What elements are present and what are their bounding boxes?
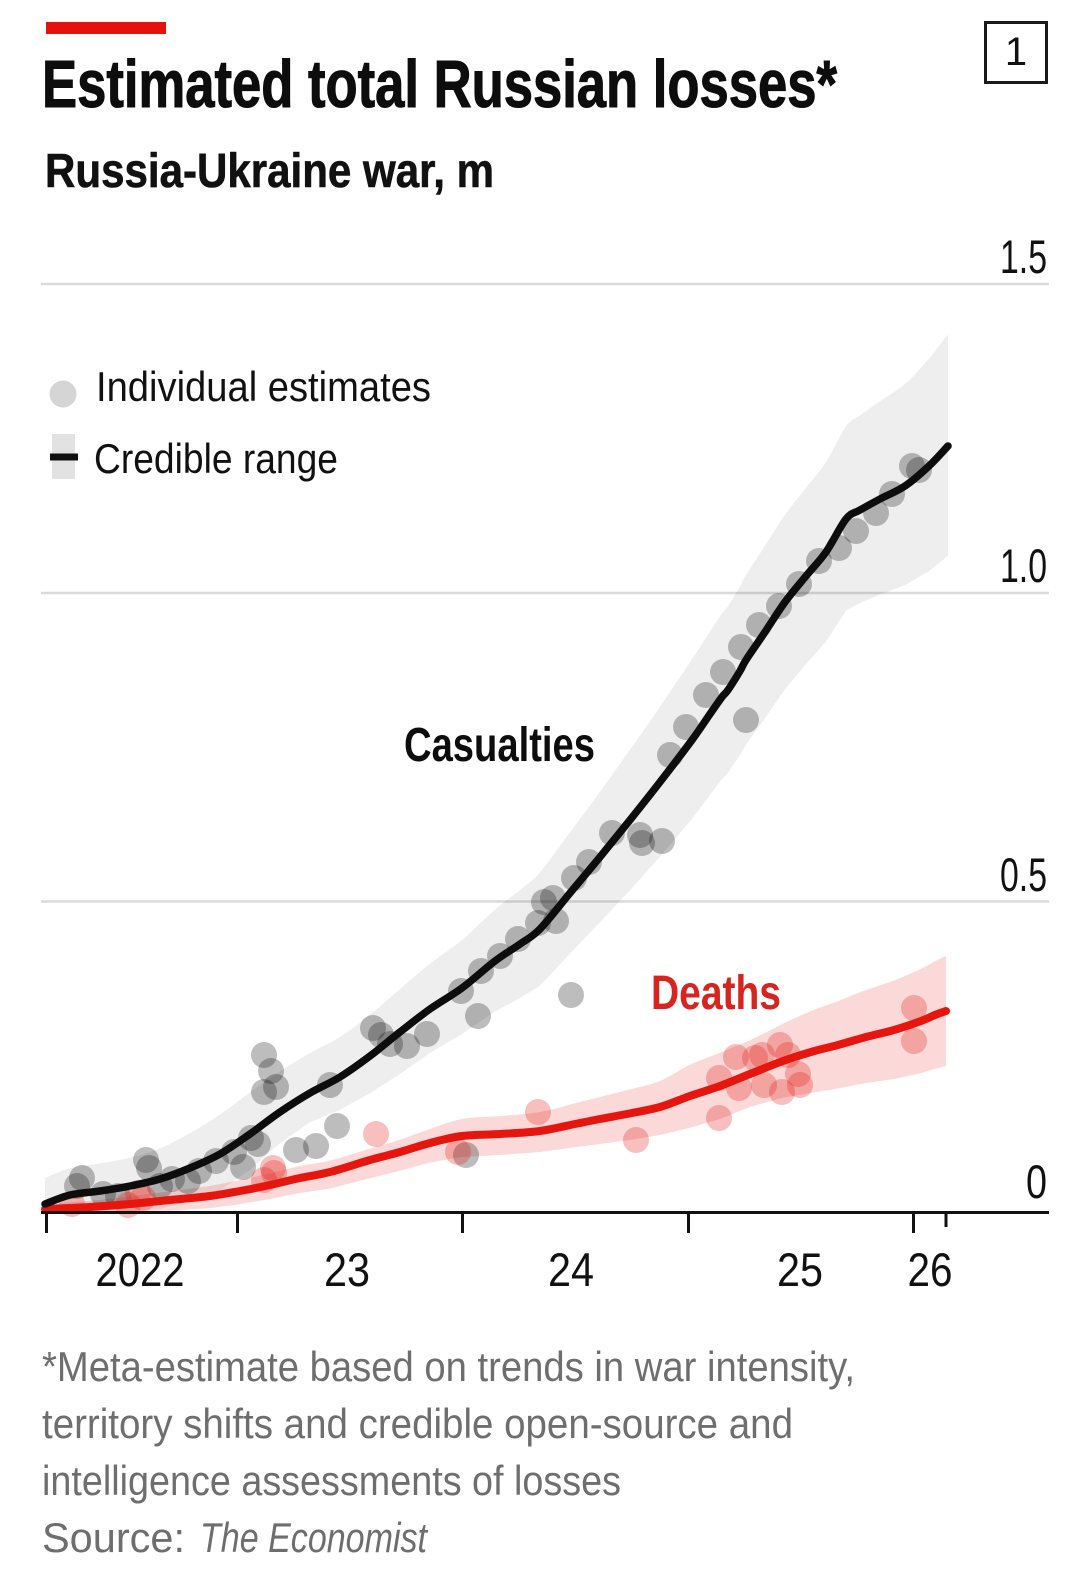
svg-text:26: 26: [908, 1243, 953, 1296]
svg-text:Deaths: Deaths: [651, 967, 781, 1020]
svg-text:Source:: Source:: [42, 1514, 185, 1561]
svg-text:The Economist: The Economist: [200, 1514, 429, 1561]
svg-text:Casualties: Casualties: [404, 719, 595, 772]
svg-text:1.5: 1.5: [1000, 230, 1047, 283]
svg-text:Russia-Ukraine war, m: Russia-Ukraine war, m: [45, 145, 494, 198]
svg-text:1: 1: [1005, 30, 1027, 74]
svg-text:territory shifts and credible: territory shifts and credible open-sourc…: [42, 1400, 793, 1447]
svg-text:2022: 2022: [96, 1243, 185, 1296]
svg-text:23: 23: [324, 1243, 370, 1296]
svg-text:0.5: 0.5: [1000, 848, 1047, 901]
svg-text:Individual estimates: Individual estimates: [96, 363, 431, 410]
svg-text:*Meta-estimate based on trends: *Meta-estimate based on trends in war in…: [42, 1343, 855, 1390]
svg-text:1.0: 1.0: [1000, 539, 1047, 592]
svg-text:intelligence assessments of lo: intelligence assessments of losses: [42, 1457, 621, 1504]
svg-text:Estimated total Russian losses: Estimated total Russian losses*: [42, 47, 838, 122]
svg-text:0: 0: [1026, 1155, 1047, 1208]
svg-text:Credible range: Credible range: [94, 435, 338, 482]
svg-text:25: 25: [777, 1243, 823, 1296]
svg-text:24: 24: [548, 1243, 594, 1296]
